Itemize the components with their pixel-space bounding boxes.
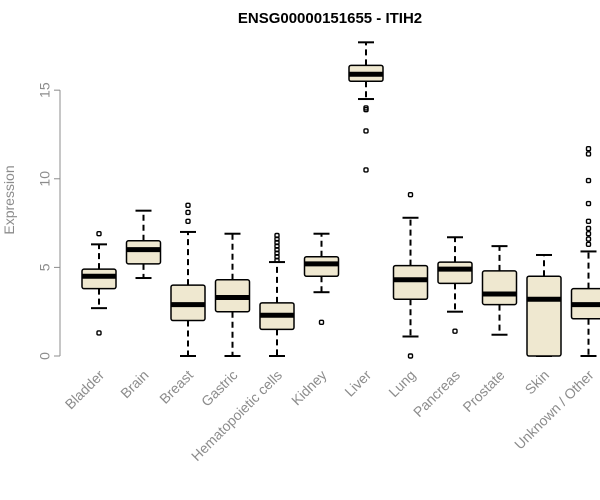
x-tick-label: Breast [156, 367, 196, 407]
outlier-point [185, 218, 191, 225]
x-tick-label: Gastric [198, 367, 241, 410]
iqr-box [392, 264, 429, 301]
y-tick-label: 5 [37, 263, 53, 271]
y-axis-label: Expression [1, 165, 17, 234]
x-tick-label: Skin [522, 367, 553, 398]
outlier-point [318, 319, 325, 326]
y-tick-label: 0 [37, 352, 53, 360]
box-hematopoietic-cells [259, 232, 295, 357]
box-unknown-other [570, 145, 600, 357]
box-gastric [214, 232, 251, 357]
box-bladder [81, 231, 117, 336]
outlier-point [452, 328, 458, 334]
outlier-point [585, 241, 592, 248]
box-pancreas [437, 236, 473, 334]
chart-title: ENSG00000151655 - ITIH2 [238, 10, 422, 27]
boxes [81, 41, 600, 359]
x-tick-label: Lung [385, 367, 418, 400]
box-lung [392, 192, 429, 359]
outlier-point [585, 236, 592, 242]
y-tick-label: 15 [37, 82, 53, 98]
x-tick-label: Prostate [459, 367, 507, 415]
y-axis: 0 5 10 15 [37, 82, 61, 360]
x-tick-label: Brain [117, 367, 151, 401]
x-tick-label: Bladder [62, 367, 108, 413]
outlier-point [585, 225, 592, 232]
outlier-point [585, 231, 592, 237]
y-tick-label: 10 [37, 171, 53, 187]
outlier-point [407, 353, 414, 359]
outlier-point [96, 231, 102, 237]
outlier-point [363, 105, 369, 111]
iqr-box [481, 270, 518, 306]
outlier-point [585, 151, 592, 157]
outlier-point [96, 330, 102, 336]
iqr-box [303, 256, 340, 277]
x-tick-label: Kidney [288, 367, 330, 409]
box-prostate [481, 245, 518, 336]
outlier-point [585, 177, 592, 184]
outlier-point [585, 218, 592, 225]
box-brain [125, 209, 162, 280]
box-skin [526, 253, 562, 357]
outlier-point [407, 192, 414, 198]
iqr-box [526, 275, 562, 357]
iqr-box [81, 268, 117, 290]
x-tick-label: Pancreas [410, 367, 463, 420]
x-tick-label: Unknown / Other [511, 367, 597, 453]
box-kidney [303, 232, 340, 326]
box-liver [348, 41, 384, 173]
iqr-box [125, 240, 162, 265]
x-tick-label: Liver [341, 367, 374, 400]
outlier-point [585, 200, 592, 207]
iqr-box [437, 261, 473, 285]
outlier-point [363, 128, 369, 134]
outlier-point [585, 145, 592, 152]
box-breast [170, 202, 206, 357]
outlier-point [363, 167, 369, 173]
outlier-point [185, 209, 191, 216]
outlier-point [274, 232, 280, 239]
outlier-point [185, 202, 191, 209]
